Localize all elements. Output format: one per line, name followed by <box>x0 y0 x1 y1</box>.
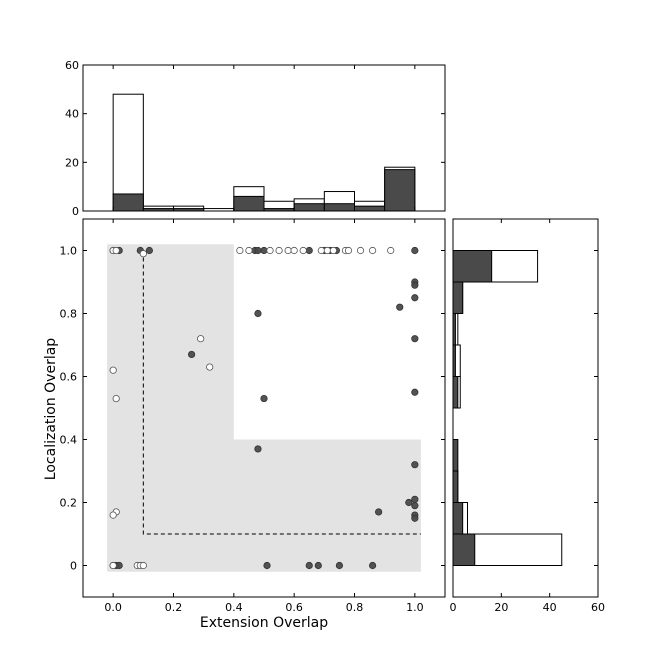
scatter-point-filled <box>335 561 344 570</box>
right-histogram-bar-filled <box>452 376 459 409</box>
right-histogram-xtick-label: 0 <box>450 601 457 614</box>
right-histogram-xtick-label: 60 <box>591 601 605 614</box>
main-ytick-label: 0.8 <box>60 308 78 321</box>
right-histogram-frame <box>452 218 599 598</box>
main-xtick-label: 0.4 <box>225 601 243 614</box>
scatter-point-open <box>387 246 395 255</box>
scatter-point-open <box>290 246 298 255</box>
scatter-point-open <box>329 246 337 255</box>
scatter-point-filled <box>396 303 404 311</box>
scatter-point-open <box>317 246 325 255</box>
top-histogram-bar-filled <box>323 203 356 212</box>
scatter-point-open <box>344 246 353 255</box>
right-histogram-bar-filled <box>452 439 459 472</box>
scatter-point-filled <box>305 561 313 570</box>
top-histogram-frame <box>82 64 446 212</box>
scatter-point-open <box>356 246 365 255</box>
scatter-point-filled <box>263 561 271 570</box>
scatter-point-filled <box>254 309 262 318</box>
top-histogram-ytick-label: 20 <box>65 156 79 169</box>
x-axis-label: Extension Overlap <box>200 615 328 631</box>
scatter-point-filled <box>115 561 123 570</box>
scatter-point-filled <box>411 495 419 503</box>
scatter-point-filled <box>254 246 262 255</box>
scatter-point-filled <box>411 335 419 343</box>
right-histogram-bar-filled <box>452 470 459 503</box>
scatter-point-open <box>368 246 377 255</box>
scatter-point-open <box>236 246 244 255</box>
scatter-point-filled <box>368 561 377 570</box>
y-axis-label: Localization Overlap <box>43 338 59 481</box>
scatter-point-filled <box>405 498 413 507</box>
scatter-point-open <box>299 246 307 255</box>
main-xtick-label: 0.0 <box>104 601 122 614</box>
main-ytick-label: 0 <box>70 560 77 573</box>
scatter-point-open <box>323 246 331 255</box>
scatter-point-filled <box>411 294 419 302</box>
scatter-point-open <box>139 250 147 258</box>
scatter-point-open <box>112 246 120 255</box>
scatter-point-filled <box>411 246 419 255</box>
scatter-point-filled <box>411 281 419 289</box>
main-xtick-label: 0.8 <box>346 601 364 614</box>
shaded-region <box>107 244 421 572</box>
top-histogram-bar-filled <box>354 205 386 212</box>
top-histogram-ytick-label: 0 <box>72 205 79 218</box>
scatter-point-open <box>109 511 117 519</box>
scatter-point-open <box>109 561 117 570</box>
scatter-point-filled <box>411 514 419 522</box>
scatter-point-open <box>275 246 283 255</box>
scatter-point-open <box>197 335 205 343</box>
top-histogram-ytick-label: 40 <box>65 108 79 121</box>
right-histogram-bar-filled <box>452 502 464 535</box>
scatter-point-open <box>245 246 253 255</box>
right-histogram-bar-filled <box>452 250 493 283</box>
scatter-point-open <box>284 246 292 255</box>
scatter-point-open <box>139 561 147 570</box>
scatter-point-open <box>266 246 274 255</box>
top-histogram-bar-filled <box>384 169 416 212</box>
main-plot-frame <box>82 218 446 598</box>
top-histogram-bar-open <box>112 93 144 212</box>
scatter-point-filled <box>411 388 419 396</box>
scatter-point-open <box>112 394 120 403</box>
scatter-point-filled <box>411 502 419 510</box>
top-histogram-bar-filled <box>112 193 144 212</box>
right-histogram-xtick-label: 20 <box>494 601 508 614</box>
scatter-point-filled <box>260 246 268 255</box>
dashed-threshold-line <box>142 250 421 535</box>
main-scatter-panel: 0.0 0.2 0.4 0.6 0.8 1.0 0 0.2 0.4 0.6 0.8 1.0 <box>60 218 446 614</box>
scatter-point-filled <box>375 508 383 516</box>
main-ytick-label: 0.6 <box>60 371 78 384</box>
scatter-point-filled <box>254 445 262 453</box>
top-histogram-bar-filled <box>293 203 325 212</box>
scatter-point-filled <box>260 394 268 403</box>
scatter-point-filled <box>314 561 322 570</box>
right-histogram-panel: 0 20 40 60 <box>450 218 605 614</box>
scatter-point-filled <box>145 246 153 255</box>
scatter-point-filled <box>188 350 196 359</box>
main-xtick-label: 0.2 <box>165 601 183 614</box>
scatter-point-filled <box>411 461 419 469</box>
main-xtick-label: 1.0 <box>406 601 424 614</box>
top-histogram-panel: 0 20 40 60 <box>65 59 446 218</box>
top-histogram-ytick-label: 60 <box>65 59 79 72</box>
main-ytick-label: 0.2 <box>60 497 78 510</box>
scatter-point-open <box>109 366 117 374</box>
main-xtick-label: 0.6 <box>285 601 303 614</box>
right-histogram-xtick-label: 40 <box>543 601 557 614</box>
main-ytick-label: 1.0 <box>60 245 78 258</box>
top-histogram-bar-filled <box>233 195 265 212</box>
right-histogram-bar-filled <box>452 281 464 314</box>
scatter-point-filled <box>305 246 313 255</box>
main-ytick-label: 0.4 <box>60 434 78 447</box>
scatter-point-open <box>206 363 214 371</box>
right-histogram-bar-filled <box>452 533 476 566</box>
